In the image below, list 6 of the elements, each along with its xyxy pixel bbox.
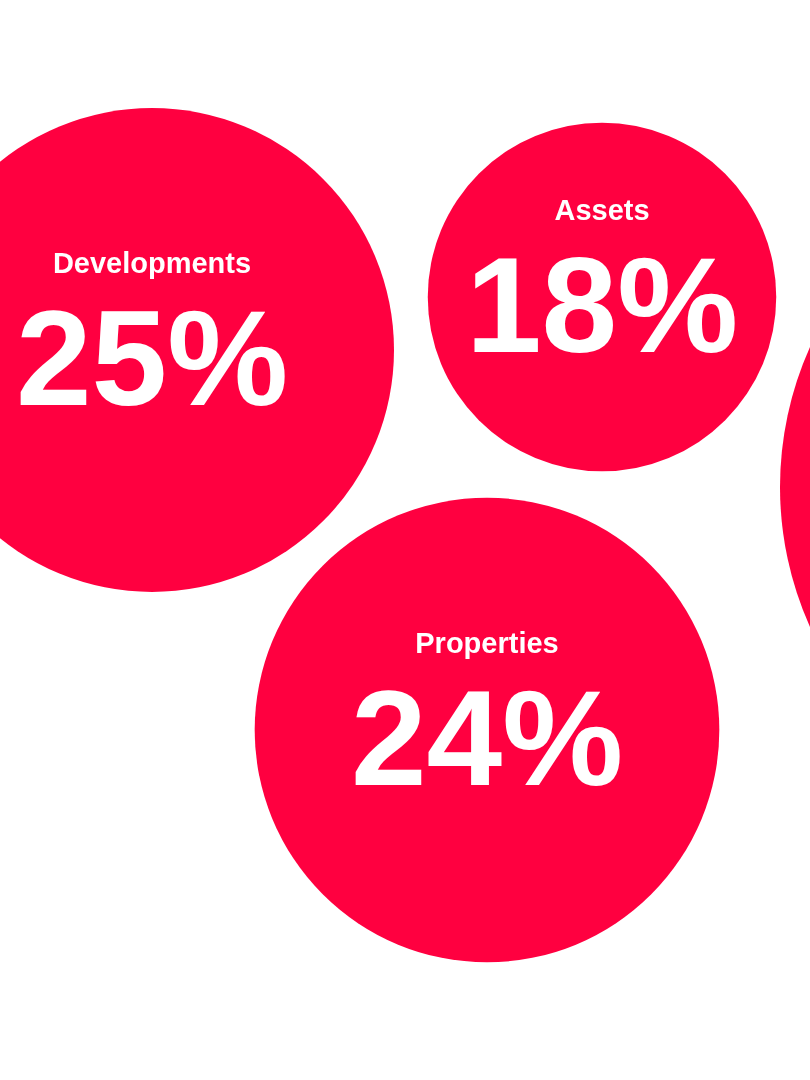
data-label: 24% (350, 662, 624, 814)
category-label: Properties (415, 627, 559, 659)
category-label: Developments (52, 247, 252, 279)
data-label: 18% (465, 229, 739, 381)
category-label: Assets (554, 194, 650, 226)
data-label: 25% (15, 282, 289, 434)
